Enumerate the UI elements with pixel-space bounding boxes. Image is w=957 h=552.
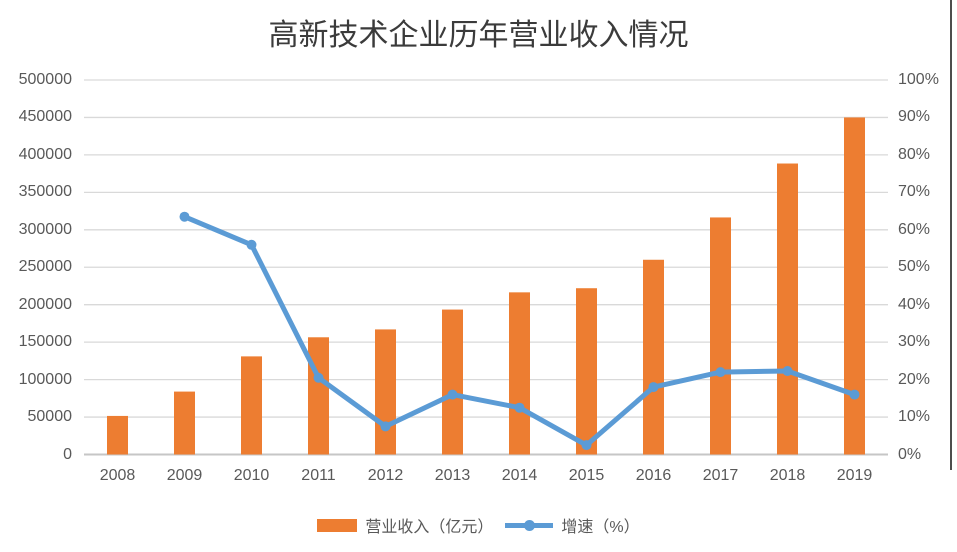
- y-axis-label-100000: 100000: [18, 370, 72, 388]
- bar-2018: [777, 163, 798, 455]
- bar-2012: [375, 329, 396, 455]
- y2-axis-label-90%: 90%: [898, 108, 931, 126]
- legend-item-growth: 增速（%）: [505, 513, 640, 537]
- bar-2015: [576, 288, 597, 455]
- y-axis-label-350000: 350000: [18, 183, 72, 201]
- x-axis-label-2015: 2015: [568, 467, 605, 484]
- x-axis-label-2014: 2014: [501, 467, 538, 484]
- legend-label-revenue: 营业收入（亿元）: [365, 519, 494, 536]
- bar-2010: [241, 356, 262, 455]
- y2-axis-label-100%: 100%: [898, 71, 939, 88]
- x-axis-label-2009: 2009: [166, 467, 203, 484]
- y2-axis-label-70%: 70%: [898, 183, 931, 201]
- x-axis-label-2019: 2019: [836, 467, 873, 484]
- x-axis-label-2008: 2008: [99, 467, 136, 484]
- growth-marker-2013: [447, 389, 458, 400]
- y2-axis-label-30%: 30%: [898, 333, 931, 351]
- growth-marker-2019: [849, 389, 860, 400]
- growth-marker-2012: [380, 421, 391, 432]
- y2-axis-label-40%: 40%: [898, 295, 931, 313]
- y-axis-label-500000: 500000: [18, 71, 72, 88]
- x-axis-label-2012: 2012: [367, 467, 404, 484]
- y2-axis-label-80%: 80%: [898, 145, 931, 163]
- legend-label-growth: 增速（%）: [561, 519, 640, 536]
- y2-axis-label-20%: 20%: [898, 370, 931, 388]
- x-axis-label-2016: 2016: [635, 467, 672, 484]
- y2-axis-label-60%: 60%: [898, 220, 931, 238]
- y-axis-label-400000: 400000: [18, 145, 72, 163]
- growth-marker-2018: [782, 365, 793, 376]
- chart-title: 高新技术企业历年营业收入情况: [268, 19, 689, 52]
- growth-marker-2016: [648, 382, 659, 393]
- growth-marker-2011: [313, 372, 324, 383]
- revenue-bar-swatch-icon: [317, 518, 358, 532]
- y-axis-label-300000: 300000: [18, 220, 72, 238]
- legend: 营业收入（亿元） 增速（%）: [0, 511, 957, 539]
- bar-2014: [509, 292, 530, 455]
- x-axis-label-2017: 2017: [702, 467, 739, 484]
- bar-2011: [308, 337, 329, 455]
- y-axis-label-200000: 200000: [18, 295, 72, 313]
- y-axis-label-250000: 250000: [18, 258, 72, 276]
- growth-marker-2017: [715, 367, 726, 378]
- screenshot-edge-line: [950, 0, 952, 470]
- y-axis-label-150000: 150000: [18, 333, 72, 351]
- bar-2016: [643, 259, 664, 455]
- y-axis-label-450000: 450000: [18, 108, 72, 126]
- bar-2009: [174, 391, 195, 455]
- x-axis-label-2013: 2013: [434, 467, 471, 484]
- y2-axis-label-50%: 50%: [898, 258, 931, 276]
- bar-2013: [442, 309, 463, 455]
- x-axis-label-2011: 2011: [301, 467, 336, 484]
- bar-2008: [107, 415, 128, 455]
- growth-marker-2010: [246, 239, 257, 250]
- growth-marker-2015: [581, 440, 592, 451]
- legend-item-revenue: 营业收入（亿元）: [317, 513, 493, 537]
- x-axis-label-2018: 2018: [769, 467, 806, 484]
- x-axis-label-2010: 2010: [233, 467, 270, 484]
- y2-axis-label-10%: 10%: [898, 408, 931, 426]
- y-axis-label-50000: 50000: [27, 408, 73, 426]
- bar-2017: [710, 217, 731, 455]
- bar-2019: [844, 117, 865, 455]
- growth-marker-2014: [514, 402, 525, 413]
- growth-line-swatch-icon: [505, 519, 554, 532]
- y-axis-label-0: 0: [63, 445, 72, 463]
- y2-axis-label-0%: 0%: [898, 445, 922, 463]
- growth-marker-2009: [179, 211, 190, 222]
